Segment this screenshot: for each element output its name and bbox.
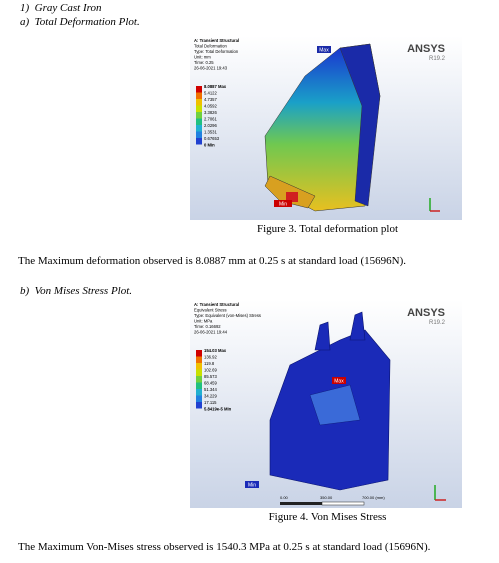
version: R19.2 [429,320,446,326]
tag: Max [334,379,344,385]
scale-label: 700.00 (mm) [362,495,385,500]
figure-4: Max Min ANSYS R19.2 0.00 350.00 700.00 (… [190,300,462,508]
legend-label: 154.03 Max [204,348,227,353]
brand: ANSYS [407,43,445,55]
legend-swatch [196,376,202,383]
legend-label: 0 Min [204,143,215,148]
tag: Min [279,202,287,208]
info-line: Unit: MPa [194,319,213,324]
legend-swatch [196,105,202,112]
legend-swatch [196,395,202,402]
legend-label: 5.8419e-5 Min [204,407,232,412]
legend-swatch [196,86,202,93]
section-a: a) Total Deformation Plot. [20,16,140,28]
legend-swatch [196,112,202,119]
legend-label: 68.459 [204,381,217,386]
legend-label: 8.0887 Max [204,84,227,89]
tag: Max [319,48,329,54]
legend-swatch [196,138,202,145]
version: R19.2 [429,56,446,62]
section-text: Von Mises Stress Plot. [34,285,133,297]
info-line: Total Deformation [194,44,227,49]
brand: ANSYS [407,307,445,319]
section-text: Total Deformation Plot. [34,16,140,28]
info-line: Unit: mm [194,55,211,60]
legend-swatch [196,350,202,357]
num: a) [20,16,30,28]
info-line: 26-06-2021 19:44 [194,330,228,335]
legend-label: 51.344 [204,387,217,392]
legend-swatch [196,369,202,376]
info-line: Equivalent Stress [194,308,227,313]
legend-swatch [196,356,202,363]
legend-label: 3.3826 [204,110,217,115]
legend-label: 119.8 [204,361,215,366]
legend-label: 2.7061 [204,117,217,122]
legend-label: 85.573 [204,374,217,379]
legend-swatch [196,389,202,396]
legend-swatch [196,118,202,125]
info-line: Time: 0.16692 [194,324,221,329]
legend-swatch [196,92,202,99]
info-line: Type: Equivalent (von-Mises) Stress [194,313,261,318]
info-line: Time: 0.25 [194,60,214,65]
legend-label: 1.3531 [204,130,217,135]
scale-label: 350.00 [320,495,333,500]
legend-swatch [196,131,202,138]
caption: Figure 4. Von Mises Stress [268,511,387,523]
legend-label: 17.115 [204,400,217,405]
legend-swatch [196,99,202,106]
legend-label: 136.92 [204,355,217,360]
legend-label: 4.7357 [204,97,217,102]
legend-swatch [196,402,202,409]
paragraph: The Maximum Von-Mises stress observed is… [18,541,431,553]
tag: Min [248,483,256,489]
info-line: A: Transient Structural [194,302,239,307]
legend-swatch [196,363,202,370]
caption: Figure 3. Total deformation plot [256,223,399,235]
num: b) [20,285,30,297]
legend-label: 2.0296 [204,123,217,128]
heading-text: Gray Cast Iron [34,2,102,14]
heading: 1) Gray Cast Iron [20,2,102,14]
info-line: Type: Total Deformation [194,49,239,54]
legend-swatch [196,125,202,132]
legend-label: 4.0592 [204,104,217,109]
legend-label: 5.4122 [204,91,217,96]
info-line: A: Transient Structural [194,38,239,43]
legend-swatch [196,382,202,389]
legend-label: 0.67653 [204,136,220,141]
legend-label: 34.229 [204,394,217,399]
info-line: 26-06-2021 19:43 [194,66,228,71]
legend-label: 102.69 [204,368,217,373]
num: 1) [20,2,30,14]
section-b: b) Von Mises Stress Plot. [20,285,132,297]
figure-3: Min Max ANSYS R19.2 A: Transient Structu… [190,36,462,220]
paragraph: The Maximum deformation observed is 8.08… [18,255,406,267]
scale-label: 0.00 [280,495,289,500]
